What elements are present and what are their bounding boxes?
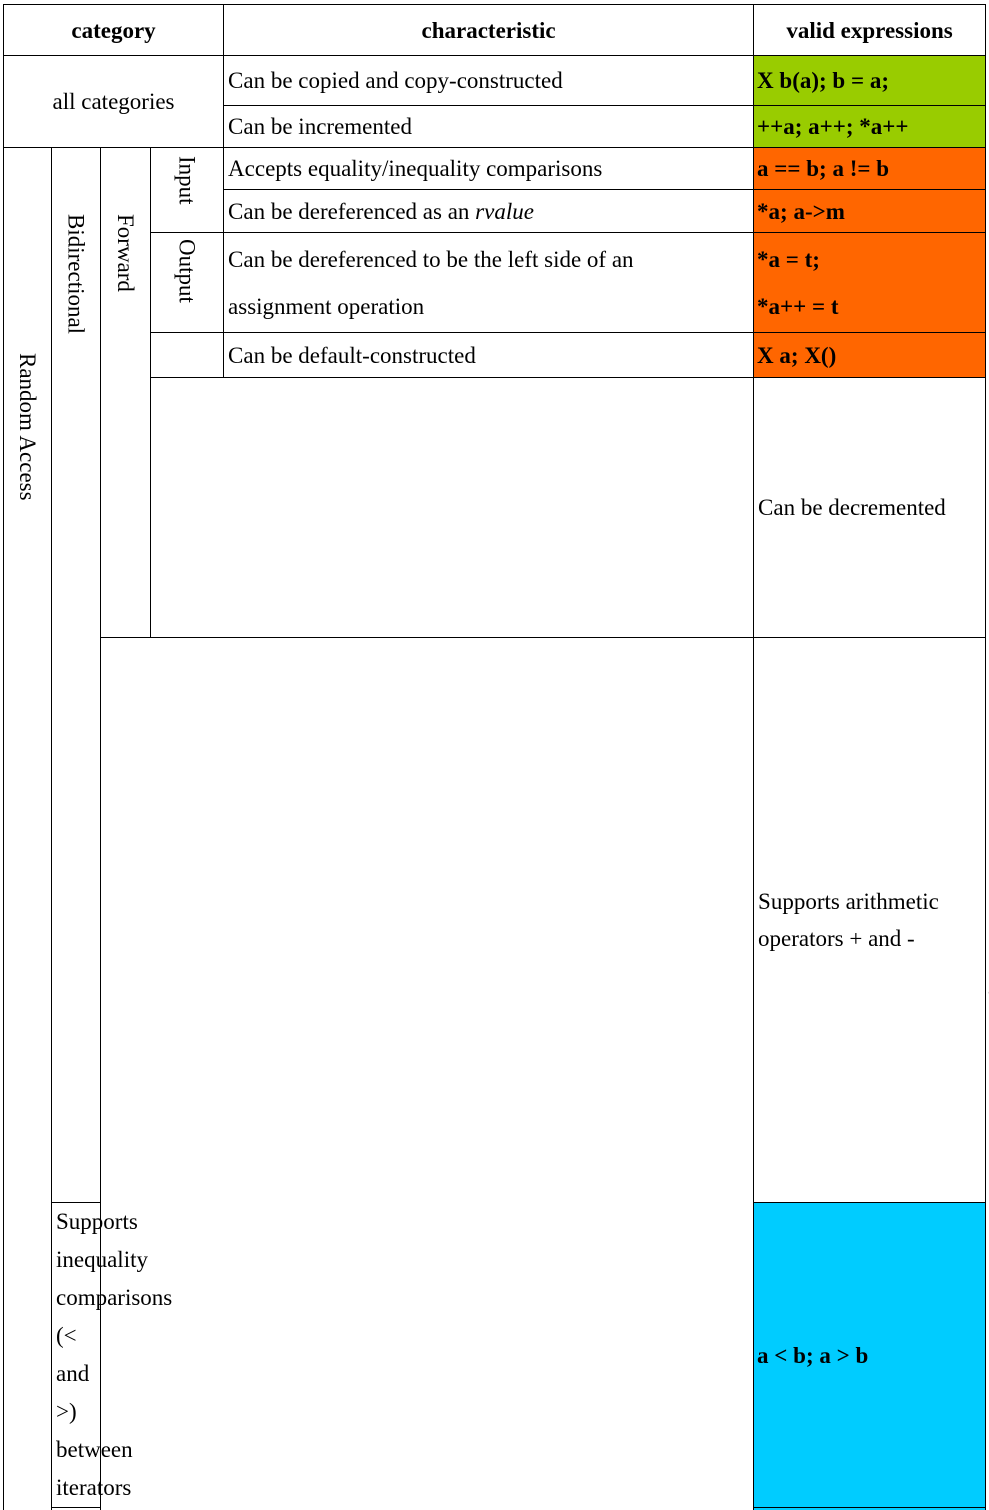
category-forward-label: Forward: [114, 214, 137, 292]
characteristic-line: Can be dereferenced to be the left side …: [228, 236, 749, 283]
characteristic-cell: Can be dereferenced as an rvalue: [224, 190, 754, 233]
table-row: Output Can be dereferenced to be the lef…: [4, 233, 986, 333]
category-bidirectional-label: Bidirectional: [65, 214, 88, 334]
header-category: category: [4, 5, 224, 56]
characteristic-cell: Can be decremented: [754, 378, 986, 638]
expression-line: X a; X(): [757, 337, 981, 374]
category-input: Input: [151, 148, 224, 233]
expression-line: X b(a); b = a;: [757, 62, 981, 99]
iterator-categories-table: category characteristic valid expression…: [3, 4, 986, 1510]
category-output: Output: [151, 233, 224, 333]
characteristic-cell: Supports compound assignment operations+…: [52, 1508, 101, 1510]
characteristic-cell: Can be incremented: [224, 106, 754, 148]
rvalue-term: rvalue: [475, 199, 534, 224]
header-row: category characteristic valid expression…: [4, 5, 986, 56]
expression-cell: *a; a->m: [754, 190, 986, 233]
characteristic-cell: Supports inequality comparisons (< and >…: [52, 1203, 101, 1508]
category-forward: Forward: [101, 148, 151, 638]
table-row: Random Access Bidirectional Forward Inpu…: [4, 148, 986, 190]
characteristic-line: Supports inequality comparisons (< and >…: [56, 1203, 96, 1431]
characteristic-line: Supports compound assignment operations: [56, 1508, 96, 1510]
expression-line: *a; a->m: [757, 193, 981, 230]
category-random-access: Random Access: [4, 148, 52, 1510]
characteristic-line: assignment operation: [228, 283, 749, 330]
category-random-access-label: Random Access: [16, 353, 39, 501]
expression-cell: X a; X(): [754, 333, 986, 378]
category-output-label: Output: [176, 239, 199, 303]
header-valid-expressions: valid expressions: [754, 5, 986, 56]
expression-line: a < b; a > b: [757, 1337, 981, 1374]
header-characteristic: characteristic: [224, 5, 754, 56]
characteristic-text: Can be dereferenced as an: [228, 199, 475, 224]
characteristic-cell: Can be copied and copy-constructed: [224, 56, 754, 106]
category-all: all categories: [4, 56, 224, 148]
category-bidirectional: Bidirectional: [52, 148, 101, 1203]
expression-cell: *a = t;*a++ = t: [754, 233, 986, 333]
expression-cell: ++a; a++; *a++: [754, 106, 986, 148]
table-row: Can be default-constructed X a; X(): [4, 333, 986, 378]
empty-cell: [151, 378, 754, 638]
table-row: all categories Can be copied and copy-co…: [4, 56, 986, 106]
category-input-label: Input: [176, 156, 199, 205]
characteristic-line: between iterators: [56, 1431, 96, 1507]
characteristic-cell: Supports arithmetic operators + and -: [754, 638, 986, 1203]
characteristic-cell: Can be default-constructed: [224, 333, 754, 378]
expression-line: a == b; a != b: [757, 150, 981, 187]
expression-cell: X b(a); b = a;: [754, 56, 986, 106]
table-row: Can be decremented --a; a--; *a--: [4, 378, 986, 638]
expression-cell: a += n; a -= na <= b; a >= b: [754, 1508, 986, 1510]
characteristic-cell: Accepts equality/inequality comparisons: [224, 148, 754, 190]
expression-cell: a == b; a != b: [754, 148, 986, 190]
empty-cell: [101, 638, 754, 1510]
expression-line: *a++ = t: [757, 283, 981, 330]
table-row: Supports arithmetic operators + and - a …: [4, 638, 986, 1203]
expression-cell: a < b; a > b: [754, 1203, 986, 1508]
expression-line: ++a; a++; *a++: [757, 108, 981, 145]
expression-line: *a = t;: [757, 236, 981, 283]
characteristic-cell: Can be dereferenced to be the left side …: [224, 233, 754, 333]
empty-cell: [151, 333, 224, 378]
